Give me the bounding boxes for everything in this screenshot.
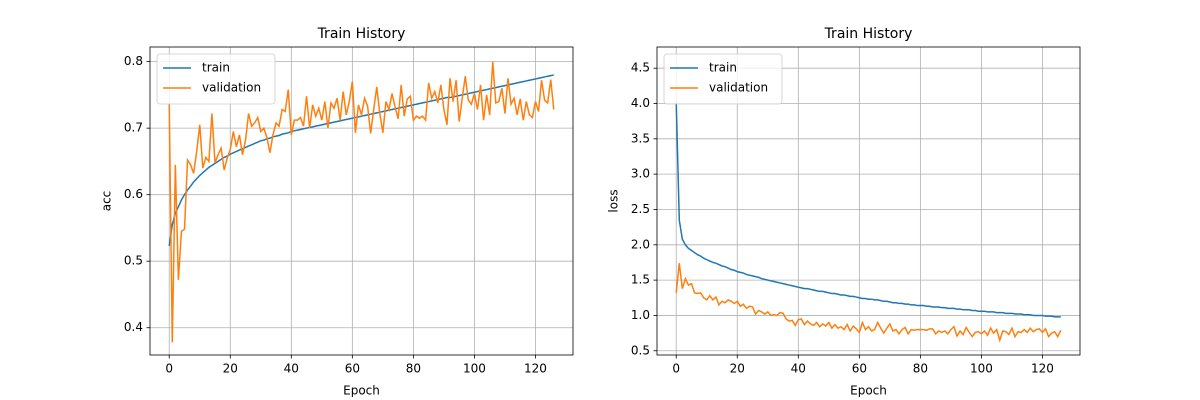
series-line	[168, 74, 554, 247]
plot-area	[675, 102, 1062, 343]
x-tick-label: 100	[970, 362, 993, 376]
x-tick-label: 80	[406, 362, 421, 376]
axes-frame	[149, 46, 574, 356]
x-tick-label: 20	[730, 362, 745, 376]
y-tick-label: 0.4	[124, 320, 143, 334]
x-axis-label: Epoch	[850, 384, 887, 398]
y-tick-label: 1.0	[631, 308, 650, 322]
series-line	[675, 102, 1061, 318]
y-tick-label: 1.5	[631, 273, 650, 287]
legend-box	[156, 53, 276, 105]
x-tick-label: 80	[913, 362, 928, 376]
x-tick-label: 40	[284, 362, 299, 376]
y-tick-label: 0.6	[124, 187, 143, 201]
x-tick-label: 60	[345, 362, 360, 376]
y-axis-label: acc	[100, 191, 114, 212]
y-tick-label: 4.5	[631, 61, 650, 75]
y-tick-label: 2.0	[631, 237, 650, 251]
axes-frame	[656, 46, 1081, 356]
subplot: 0 20 40 60 80 100 120 0.5 1.0 1.5 2.0 2.5 3.0 3.5 4.0 4…	[607, 26, 1081, 398]
legend: train validation	[156, 53, 276, 105]
legend-label: validation	[202, 81, 261, 95]
x-tick-label: 120	[524, 362, 547, 376]
series-line	[675, 263, 1062, 343]
y-tick-label: 2.5	[631, 202, 650, 216]
x-tick-label: 100	[463, 362, 486, 376]
chart-title: Train History	[317, 26, 406, 42]
x-axis-label: Epoch	[343, 384, 380, 398]
x-tick-label: 60	[852, 362, 867, 376]
plot-area	[168, 61, 555, 343]
legend-box	[663, 53, 783, 105]
x-tick-label: 0	[672, 362, 680, 376]
y-axis-label: loss	[607, 189, 621, 212]
series-line	[168, 61, 555, 343]
legend-label: train	[709, 61, 737, 75]
x-tick-label: 20	[223, 362, 238, 376]
x-tick-label: 40	[791, 362, 806, 376]
y-tick-label: 0.8	[124, 54, 143, 68]
legend: train validation	[663, 53, 783, 105]
y-tick-label: 3.5	[631, 131, 650, 145]
y-tick-label: 0.5	[631, 343, 650, 357]
subplot: 0 20 40 60 80 100 120 0.4 0.5 0.6 0.7 0.8 Train Hist…	[100, 26, 574, 398]
x-tick-label: 0	[165, 362, 173, 376]
y-tick-label: 4.0	[631, 96, 650, 110]
legend-label: train	[202, 61, 230, 75]
y-tick-label: 0.5	[124, 254, 143, 268]
y-tick-label: 0.7	[124, 121, 143, 135]
legend-label: validation	[709, 81, 768, 95]
x-tick-label: 120	[1031, 362, 1054, 376]
chart-title: Train History	[824, 26, 913, 42]
y-tick-label: 3.0	[631, 167, 650, 181]
